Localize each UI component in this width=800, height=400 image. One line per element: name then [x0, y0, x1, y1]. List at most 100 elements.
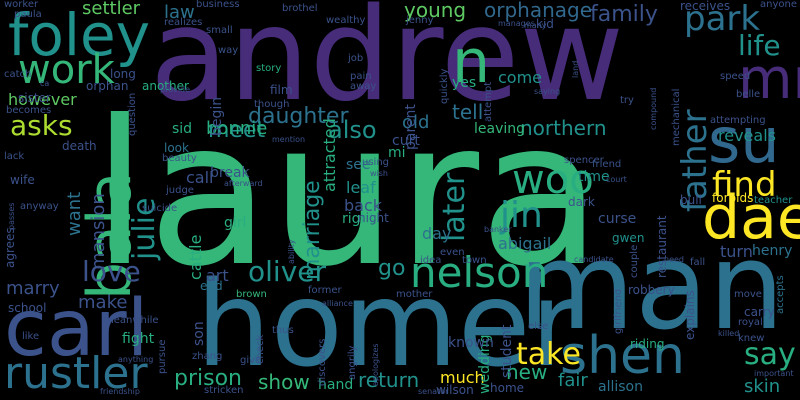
word: catch	[4, 69, 32, 80]
word: new	[506, 360, 548, 384]
word: fall	[690, 257, 706, 268]
word: spencer	[564, 155, 604, 166]
word: nelson	[410, 248, 549, 297]
word: meet	[208, 118, 266, 143]
word: allison	[598, 379, 643, 395]
word: look	[164, 141, 189, 155]
word: law	[164, 2, 195, 23]
word: apologizes	[371, 343, 380, 386]
word: say	[744, 337, 796, 372]
word: wilson	[436, 383, 474, 397]
word: attempting	[710, 115, 766, 126]
word: realizes	[164, 17, 203, 28]
word: mi	[388, 145, 406, 161]
word: zhang	[192, 351, 223, 362]
word: anyway	[20, 201, 59, 212]
word: fight	[122, 331, 155, 347]
word: turn	[720, 242, 753, 261]
word: restaurant	[655, 215, 669, 278]
word: pain	[350, 71, 372, 82]
word: northern	[520, 116, 607, 140]
word: mother	[396, 289, 433, 300]
word: jenny	[406, 15, 434, 26]
word: gwen	[612, 231, 645, 245]
word: mansion	[88, 193, 109, 270]
word: attempt	[483, 81, 494, 122]
word: shen	[560, 326, 685, 386]
word: work	[18, 47, 115, 93]
word: receives	[680, 0, 731, 13]
word: forbids	[712, 191, 754, 205]
word: idea	[420, 255, 442, 266]
word: try	[620, 95, 634, 106]
word: woo	[512, 157, 594, 203]
word: son	[191, 321, 207, 346]
word: using	[362, 157, 390, 168]
word: right	[342, 211, 375, 227]
word: senator	[418, 387, 449, 396]
word: candidate	[574, 255, 614, 264]
word: leaving	[474, 121, 526, 137]
word: small	[206, 25, 233, 36]
word: day	[422, 224, 452, 243]
word: dark	[568, 195, 595, 209]
word: however	[8, 90, 77, 109]
word: ability	[287, 239, 296, 264]
word: move	[734, 289, 762, 300]
word: pursue	[157, 339, 168, 375]
word: robbery	[628, 283, 675, 297]
word: go	[378, 256, 406, 281]
word: way	[218, 45, 239, 56]
word: judge	[166, 185, 194, 196]
word: compound	[649, 87, 658, 130]
word: reveals	[718, 126, 776, 145]
word: curt	[392, 133, 420, 149]
word: family	[590, 2, 658, 27]
word: break	[210, 165, 250, 181]
word: henry	[752, 243, 793, 259]
word: brown	[236, 289, 267, 300]
word: call	[186, 168, 214, 187]
word: skin	[744, 376, 781, 397]
word: find	[712, 165, 777, 205]
word: love	[82, 255, 141, 288]
word: carry	[744, 305, 775, 319]
word: bonnie	[206, 118, 268, 139]
word: anything	[118, 355, 154, 364]
word: another	[142, 79, 189, 93]
word: worker	[4, 0, 39, 10]
word: riding	[630, 337, 665, 351]
word: story	[256, 63, 282, 74]
word: business	[196, 0, 240, 10]
word: anyone	[760, 0, 797, 10]
word: provide	[160, 85, 191, 94]
word: return	[358, 368, 420, 392]
word: afterward	[224, 179, 263, 188]
word: old	[402, 112, 430, 133]
word: yes	[452, 75, 477, 91]
word: meanwhile	[104, 315, 159, 326]
word: student	[499, 324, 515, 378]
word: home	[490, 381, 525, 395]
word: parent	[403, 104, 419, 150]
word: andrew	[150, 0, 625, 130]
word: though	[254, 99, 290, 110]
word: see	[346, 157, 371, 173]
word: mention	[272, 135, 306, 144]
word: suicide	[142, 203, 178, 214]
word: accepts	[775, 275, 786, 314]
word: quickly	[439, 68, 450, 104]
word: explains	[683, 290, 697, 340]
word: cattle	[186, 234, 205, 280]
word: job	[348, 53, 364, 64]
word: thus	[272, 325, 294, 336]
word: kid	[536, 17, 554, 31]
word: give	[240, 355, 262, 366]
word: long	[110, 67, 136, 81]
word: land	[571, 60, 580, 78]
word: back	[344, 196, 383, 215]
word: agrees	[3, 227, 17, 268]
word: former	[308, 285, 342, 296]
word: important	[754, 369, 794, 378]
word: show	[258, 370, 310, 394]
